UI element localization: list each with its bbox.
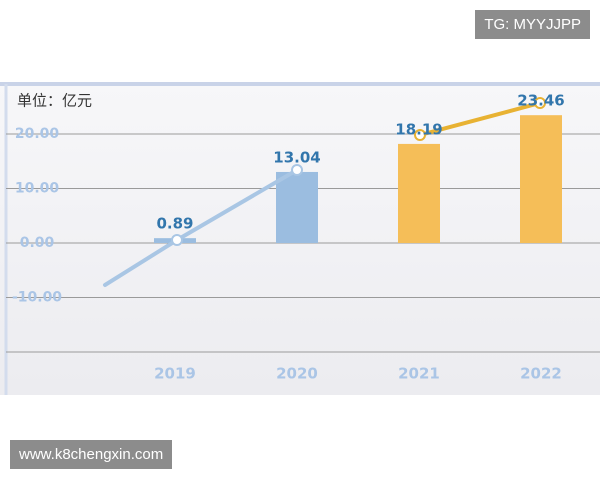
data-label: 13.04 [273, 148, 320, 166]
trend-marker [171, 234, 183, 246]
data-label: 23.46 [517, 92, 564, 110]
trend-line [418, 101, 542, 137]
trend-marker [414, 129, 426, 141]
data-label: 0.89 [156, 215, 193, 233]
trend-marker [291, 164, 303, 176]
bar [276, 171, 318, 244]
data-label: 18.19 [395, 120, 442, 138]
watermark: www.k8chengxin.com [10, 440, 173, 469]
bar [398, 143, 440, 244]
x-tick-label: 2022 [520, 365, 562, 383]
y-tick-label: -10.00 [12, 290, 62, 306]
y-tick-label: 20.00 [15, 126, 60, 142]
x-tick-label: 2020 [276, 365, 318, 383]
trend-marker [534, 97, 546, 109]
x-tick-label: 2019 [154, 365, 196, 383]
y-tick-label: 0.00 [20, 235, 55, 251]
y-tick-label: 10.00 [15, 181, 60, 197]
watermark: TG: MYYJJPP [475, 10, 590, 39]
bar [520, 115, 562, 244]
unit-label: 单位：亿元 [17, 92, 92, 110]
x-tick-label: 2021 [398, 365, 440, 383]
